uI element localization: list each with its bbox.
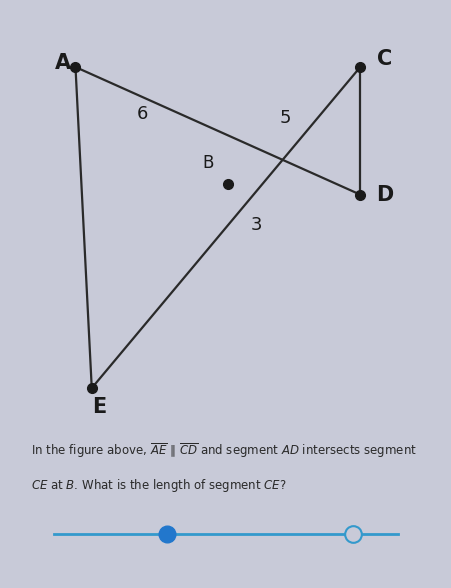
Text: A: A xyxy=(55,53,71,73)
Text: C: C xyxy=(376,49,391,69)
Text: B: B xyxy=(202,153,213,172)
Text: 6: 6 xyxy=(137,105,148,123)
Text: D: D xyxy=(376,185,393,205)
Text: In the figure above, $\overline{AE}$ ∥ $\overline{CD}$ and segment $AD$ intersec: In the figure above, $\overline{AE}$ ∥ $… xyxy=(31,441,416,460)
Text: E: E xyxy=(92,396,106,417)
Text: 3: 3 xyxy=(250,216,262,235)
Text: 5: 5 xyxy=(279,109,290,128)
Text: $CE$ at $B$. What is the length of segment $CE$?: $CE$ at $B$. What is the length of segme… xyxy=(31,477,286,494)
